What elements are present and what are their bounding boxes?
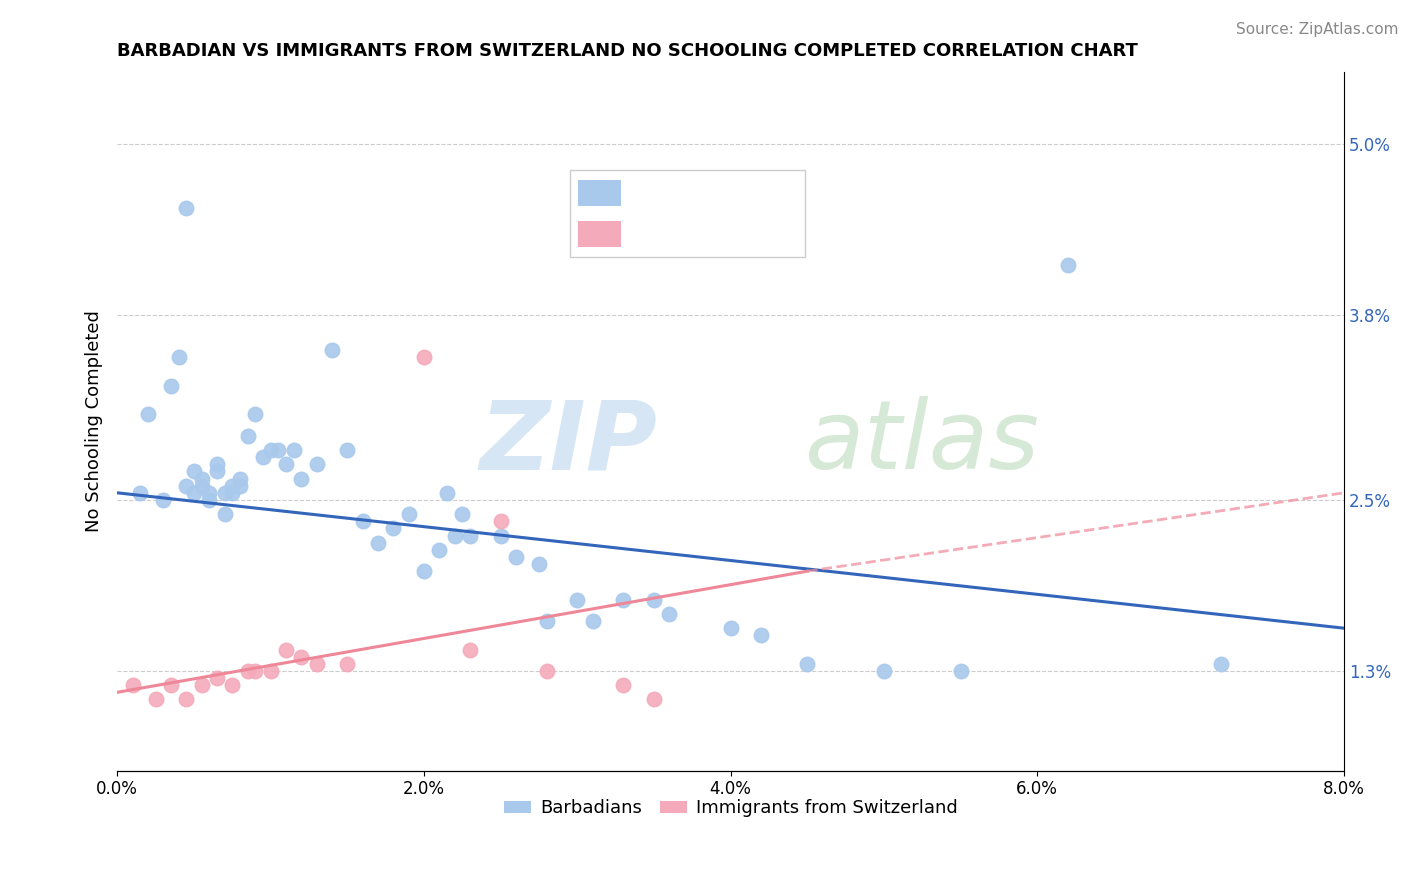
Point [658,607,681,621]
Point [1057,258,1080,272]
Point [720,621,742,635]
Point [229,472,252,486]
Point [643,692,665,706]
Point [174,478,197,492]
Point [873,664,896,678]
Point [458,528,481,542]
Point [274,642,297,657]
Point [536,614,558,628]
Point [367,535,389,549]
Point [612,592,634,607]
Bar [578,179,621,206]
Point [174,692,197,706]
Point [612,678,634,692]
Point [236,664,259,678]
Point [252,450,274,465]
Point [190,472,212,486]
Point [183,465,205,479]
Point [145,692,167,706]
Text: BARBADIAN VS IMMIGRANTS FROM SWITZERLAND NO SCHOOLING COMPLETED CORRELATION CHAR: BARBADIAN VS IMMIGRANTS FROM SWITZERLAND… [117,42,1137,60]
Point [451,507,474,521]
Point [205,458,228,472]
Point [949,664,972,678]
Text: R =: R = [633,184,672,202]
Point [749,628,772,642]
Point [167,351,190,365]
Point [643,592,665,607]
Text: -0.152: -0.152 [669,184,733,202]
Point [221,478,243,492]
Text: 15: 15 [765,225,790,243]
Point [443,528,465,542]
Point [436,485,458,500]
Legend: Barbadians, Immigrants from Switzerland: Barbadians, Immigrants from Switzerland [496,792,965,824]
Point [458,642,481,657]
Point [245,664,267,678]
Point [412,564,434,578]
Point [412,351,434,365]
Point [398,507,420,521]
Point [221,678,243,692]
Point [489,528,512,542]
Point [505,549,527,564]
Point [567,592,589,607]
Text: N =: N = [731,225,770,243]
Text: N =: N = [731,184,770,202]
Point [336,657,359,671]
Text: 0.177: 0.177 [669,225,725,243]
Point [1211,657,1233,671]
Point [183,485,205,500]
Point [198,485,221,500]
Point [152,492,174,507]
Point [321,343,343,358]
Point [267,443,290,458]
Point [352,514,374,528]
Point [290,649,312,664]
Point [221,485,243,500]
Point [581,614,603,628]
Point [305,458,328,472]
Point [274,458,297,472]
Point [427,542,450,557]
Text: ZIP: ZIP [479,396,657,489]
Point [236,429,259,443]
Point [160,379,183,393]
Point [259,664,281,678]
FancyBboxPatch shape [571,169,806,257]
Point [129,485,152,500]
Point [198,492,221,507]
Point [245,408,267,422]
Point [136,408,159,422]
Point [527,557,550,571]
Point [536,664,558,678]
Point [796,657,818,671]
Point [336,443,359,458]
Point [214,507,236,521]
Point [214,485,236,500]
Point [290,472,312,486]
Point [174,201,197,215]
Point [160,678,183,692]
Point [229,478,252,492]
Point [121,678,143,692]
Text: atlas: atlas [804,396,1039,489]
Point [382,521,405,535]
Point [259,443,281,458]
Bar [578,220,621,247]
Point [283,443,305,458]
Point [190,678,212,692]
Text: 58: 58 [765,184,790,202]
Point [489,514,512,528]
Point [305,657,328,671]
Text: Source: ZipAtlas.com: Source: ZipAtlas.com [1236,22,1399,37]
Point [205,465,228,479]
Text: R =: R = [633,225,672,243]
Y-axis label: No Schooling Completed: No Schooling Completed [86,310,103,533]
Point [205,671,228,685]
Point [190,478,212,492]
